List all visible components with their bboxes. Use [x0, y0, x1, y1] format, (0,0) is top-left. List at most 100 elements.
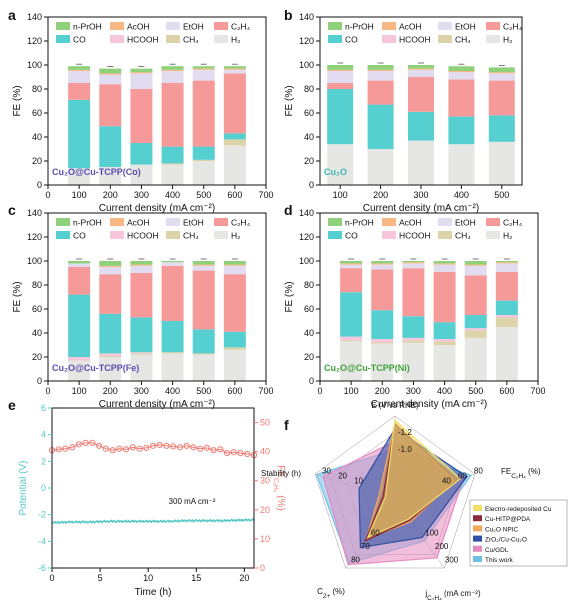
- x-axis-label: Current density (mA cm⁻²): [363, 203, 479, 214]
- legend-label: Cu/GDL: [485, 547, 509, 554]
- bar-segment-H2: [495, 327, 518, 381]
- legend-swatch: [473, 525, 482, 532]
- y-tick-label: 80: [32, 280, 42, 290]
- y-tick-label: 40: [304, 328, 314, 338]
- x-tick-label: 100: [72, 190, 87, 200]
- bar-segment-H2: [340, 341, 363, 381]
- bar-segment-n-PrOH: [371, 261, 394, 264]
- x-tick-label: 500: [196, 386, 211, 396]
- bar-segment-EtOH: [68, 263, 91, 267]
- y-tick-label: 140: [299, 208, 314, 218]
- bar-segment-CO: [433, 322, 456, 339]
- legend: n-PrOH AcOH EtOH C₂H₄ CO HCOOH CH₄ H₂: [328, 22, 523, 45]
- legend-swatch-HCOOH: [110, 231, 124, 239]
- legend-swatch-CH4: [438, 35, 452, 43]
- bar-segment-AcOH: [448, 71, 475, 73]
- legend-label-AcOH: AcOH: [127, 22, 150, 32]
- y-right-tick-label: 30: [260, 476, 270, 486]
- fe-point: [163, 442, 170, 449]
- bar-segment-EtOH: [495, 263, 518, 272]
- y-tick-label: 140: [27, 12, 42, 22]
- y-left-tick-label: -6: [38, 563, 46, 573]
- x-tick-label: 300: [134, 386, 149, 396]
- bar-segment-EtOH: [433, 264, 456, 272]
- x-tick-label: 400: [437, 386, 452, 396]
- y-tick-label: 40: [32, 328, 42, 338]
- bar-segment-EtOH: [488, 73, 515, 81]
- legend-swatch: [473, 515, 482, 522]
- bar-segment-n-PrOH: [448, 66, 475, 71]
- bar-segment-EtOH: [340, 264, 363, 269]
- x-tick-label: 500: [468, 386, 483, 396]
- bar-segment-H2: [408, 140, 434, 185]
- bar-segment-n-PrOH: [68, 261, 91, 264]
- bar-segment-H2: [223, 349, 246, 381]
- legend-swatch-CH4: [438, 231, 452, 239]
- legend-label: Cu-HITP@PDA: [485, 516, 531, 523]
- sample-label: Cu₂O@Cu-TCPP(Co): [52, 167, 141, 177]
- bar-segment-C2H4: [192, 270, 215, 330]
- legend-swatch-n-PrOH: [328, 218, 342, 226]
- bar-segment-C2H4: [371, 269, 394, 311]
- bar-segment-n-PrOH: [192, 261, 215, 265]
- bar-segment-C2H4: [68, 267, 91, 295]
- legend-label-n-PrOH: n-PrOH: [73, 218, 102, 228]
- bar-segment-H2: [367, 149, 394, 185]
- bar-segment-HCOOH: [68, 357, 91, 361]
- x-tick-label: 400: [165, 386, 180, 396]
- fe-point: [136, 445, 143, 452]
- bar-segment-HCOOH: [402, 337, 425, 341]
- legend-swatch-H2: [214, 231, 228, 239]
- radar-tick-label: 300: [445, 556, 459, 565]
- bar-segment-AcOH: [464, 264, 487, 266]
- legend-label-CH4: CH₄: [455, 231, 471, 241]
- y-left-tick-label: -4: [38, 536, 46, 546]
- legend-swatch-n-PrOH: [56, 218, 70, 226]
- bar-segment-CO: [464, 315, 487, 329]
- bar-segment-EtOH: [448, 72, 475, 80]
- legend-swatch-CO: [56, 231, 70, 239]
- x-tick-label: 15: [191, 573, 201, 583]
- y-tick-label: 20: [32, 156, 42, 166]
- bar-segment-CH4: [433, 341, 456, 345]
- y-tick-label: 0: [309, 376, 314, 386]
- bar-segment-EtOH: [464, 265, 487, 276]
- bar-segment-AcOH: [433, 263, 456, 265]
- bar-segment-n-PrOH: [464, 261, 487, 265]
- bar-segment-AcOH: [130, 264, 153, 266]
- fe-point: [197, 445, 204, 452]
- bar-segment-AcOH: [192, 264, 215, 266]
- y-left-tick-label: 6: [41, 403, 46, 413]
- radar-axis-label: FEC₂H₄ (%): [501, 467, 541, 480]
- y-right-axis-label: FEC₂H₄ (%): [273, 465, 287, 511]
- bar-segment-CO: [367, 104, 394, 149]
- legend-swatch-CO: [328, 231, 342, 239]
- bar-segment-EtOH: [68, 71, 91, 83]
- radar-tick-label: 70: [361, 542, 370, 551]
- sample-label: Cu₂O@Cu-TCPP(Fe): [52, 363, 139, 373]
- legend-label: This work: [485, 557, 514, 564]
- legend-swatch: [473, 505, 482, 511]
- panel-letter: f: [284, 417, 289, 433]
- bar-segment-n-PrOH: [340, 261, 363, 264]
- radar-tick-label: -1.0: [398, 445, 412, 454]
- bar-segment-n-PrOH: [433, 261, 456, 264]
- bar-segment-EtOH: [192, 69, 215, 81]
- bar-segment-CO: [99, 313, 122, 354]
- radar-legend: Electro-redeposited Cu Cu-HITP@PDA Cu₂O NP…: [469, 499, 568, 567]
- legend-label: ZrO₂/Cu-Cu₂O: [485, 537, 527, 544]
- bar-segment-EtOH: [367, 71, 394, 81]
- y-tick-label: 0: [37, 376, 42, 386]
- bar-segment-n-PrOH: [192, 66, 215, 69]
- bar-segment-C2H4: [433, 271, 456, 323]
- bar-segment-H2: [223, 145, 246, 185]
- bar-segment-H2: [130, 354, 153, 381]
- radar-axis-label: C2+ (%): [317, 587, 345, 600]
- fe-point: [210, 447, 217, 454]
- bar-segment-CO: [130, 317, 153, 353]
- plot-frame: [51, 407, 255, 569]
- legend-label-H2: H₂: [231, 35, 240, 45]
- legend-label-C2H4: C₂H₄: [231, 218, 251, 228]
- bar-segment-H2: [327, 144, 354, 185]
- bar-segment-AcOH: [340, 263, 363, 265]
